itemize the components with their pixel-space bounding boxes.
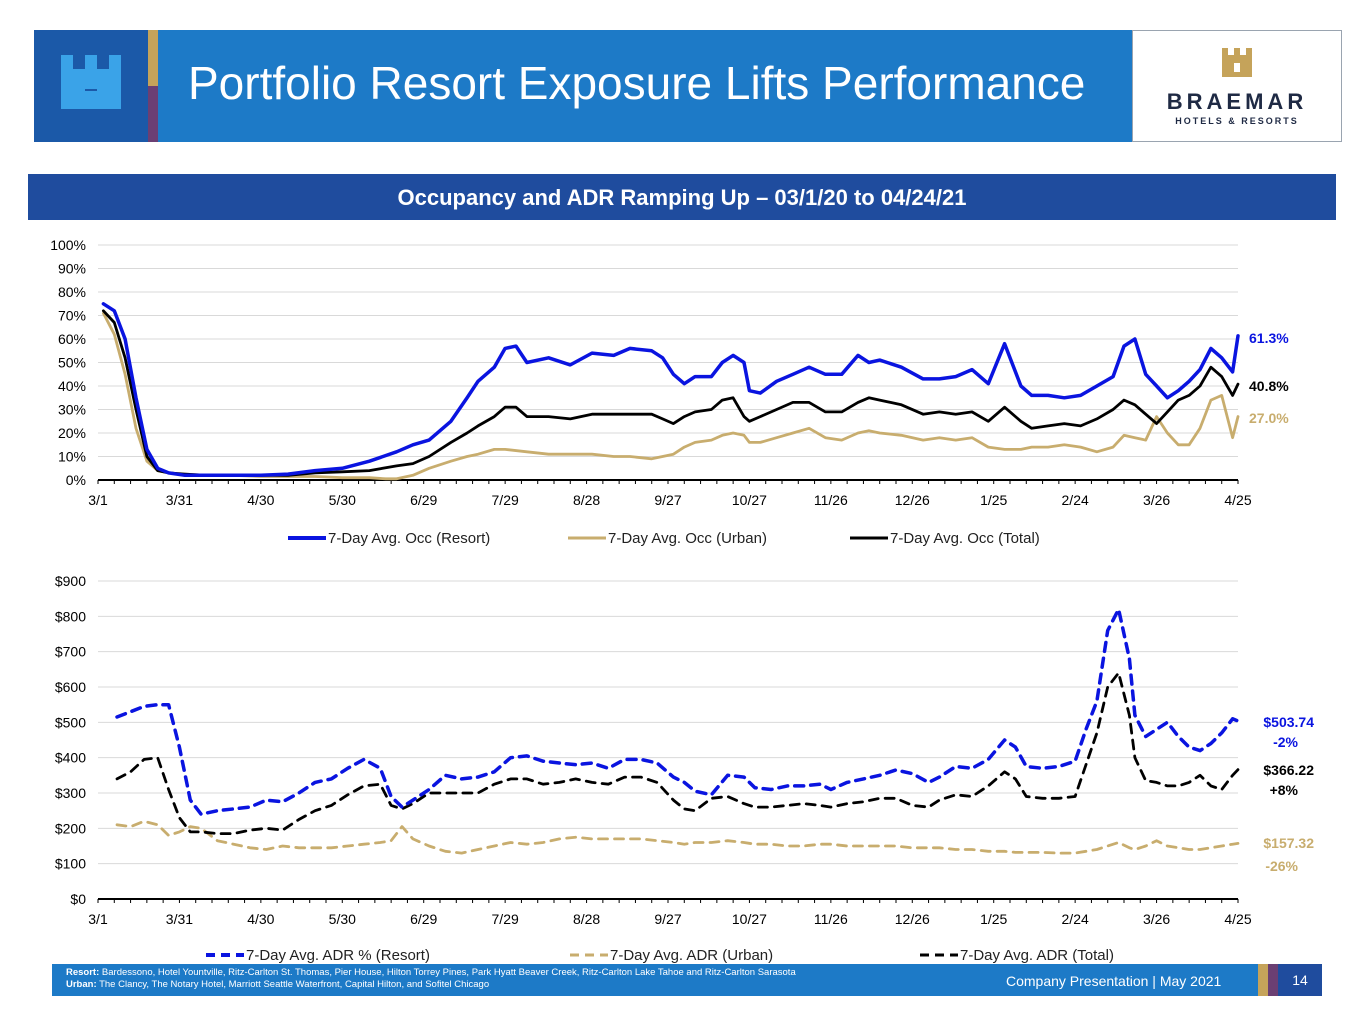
x-tick-label: 12/26 bbox=[895, 492, 930, 508]
legend-label-total: 7-Day Avg. ADR (Total) bbox=[960, 947, 1114, 963]
x-tick-label: 10/27 bbox=[732, 492, 767, 508]
brand-name: BRAEMAR bbox=[1166, 89, 1308, 114]
series-line-total bbox=[102, 309, 1240, 477]
footnote-urban-label: Urban: bbox=[66, 979, 97, 990]
x-tick-label: 3/26 bbox=[1143, 911, 1170, 927]
y-tick-label: 10% bbox=[58, 449, 86, 465]
series-line-urban bbox=[115, 819, 1240, 855]
end-label-total: $366.22 bbox=[1263, 762, 1314, 778]
footer: Resort: Bardessono, Hotel Yountville, Ri… bbox=[52, 964, 1322, 996]
end-label-resort: $503.74 bbox=[1263, 714, 1314, 730]
legend-label-urban: 7-Day Avg. Occ (Urban) bbox=[608, 530, 767, 547]
y-tick-label: 0% bbox=[66, 472, 86, 488]
x-tick-label: 2/24 bbox=[1062, 911, 1089, 927]
y-tick-label: $100 bbox=[55, 856, 86, 872]
x-tick-label: 11/26 bbox=[814, 911, 848, 927]
x-tick-label: 5/30 bbox=[329, 911, 356, 927]
end-label-resort: 61.3% bbox=[1249, 330, 1289, 346]
footnote-resort-label: Resort: bbox=[66, 967, 100, 978]
footnote-resort: Resort: Bardessono, Hotel Yountville, Ri… bbox=[66, 967, 796, 979]
x-tick-label: 2/24 bbox=[1062, 492, 1089, 508]
x-tick-label: 5/30 bbox=[329, 492, 356, 508]
legend-label-total: 7-Day Avg. Occ (Total) bbox=[890, 530, 1040, 547]
y-tick-label: 40% bbox=[58, 378, 86, 394]
page-number: 14 bbox=[1278, 964, 1322, 996]
y-tick-label: 50% bbox=[58, 355, 86, 371]
x-tick-label: 3/26 bbox=[1143, 492, 1170, 508]
series-line-urban bbox=[102, 311, 1240, 481]
footer-stripe-gold bbox=[1258, 964, 1268, 996]
x-tick-label: 9/27 bbox=[654, 492, 681, 508]
x-tick-label: 3/1 bbox=[88, 911, 108, 927]
x-tick-label: 3/31 bbox=[166, 911, 193, 927]
y-tick-label: 80% bbox=[58, 284, 86, 300]
y-tick-label: 100% bbox=[50, 237, 86, 253]
y-tick-label: $900 bbox=[55, 573, 86, 589]
x-tick-label: 4/25 bbox=[1224, 911, 1251, 927]
end-label-total: 40.8% bbox=[1249, 378, 1289, 394]
accent-stripe-purple bbox=[148, 86, 158, 142]
end-change-total: +8% bbox=[1270, 782, 1299, 798]
x-tick-label: 3/31 bbox=[166, 492, 193, 508]
y-tick-label: 90% bbox=[58, 261, 86, 277]
footnote: Resort: Bardessono, Hotel Yountville, Ri… bbox=[66, 967, 796, 991]
legend-label-urban: 7-Day Avg. ADR (Urban) bbox=[610, 947, 773, 963]
x-tick-label: 6/29 bbox=[410, 911, 437, 927]
x-tick-label: 6/29 bbox=[410, 492, 437, 508]
y-tick-label: $800 bbox=[55, 608, 86, 624]
subtitle-bar: Occupancy and ADR Ramping Up – 03/1/20 t… bbox=[28, 174, 1336, 220]
end-label-urban: 27.0% bbox=[1249, 410, 1289, 426]
x-tick-label: 8/28 bbox=[573, 492, 600, 508]
x-tick-label: 3/1 bbox=[88, 492, 108, 508]
brand-subtitle: HOTELS & RESORTS bbox=[1175, 116, 1299, 126]
series-line-resort bbox=[115, 607, 1240, 816]
legend-label-resort: 7-Day Avg. Occ (Resort) bbox=[328, 530, 490, 547]
x-tick-label: 9/27 bbox=[654, 911, 681, 927]
footnote-resort-text: Bardessono, Hotel Yountville, Ritz-Carlt… bbox=[99, 967, 796, 978]
legend-label-resort: 7-Day Avg. ADR % (Resort) bbox=[246, 947, 430, 963]
x-tick-label: 11/26 bbox=[814, 492, 848, 508]
x-tick-label: 4/30 bbox=[247, 911, 274, 927]
y-tick-label: 70% bbox=[58, 308, 86, 324]
occupancy-chart: 0% 10% 20% 30% 40% 50% 60% 70% 80% 90% 100% 3/1 3/31… bbox=[50, 237, 1289, 547]
y-tick-label: $700 bbox=[55, 644, 86, 660]
title-bar: Portfolio Resort Exposure Lifts Performa… bbox=[158, 30, 1132, 142]
y-tick-label: $600 bbox=[55, 679, 86, 695]
y-tick-label: 60% bbox=[58, 331, 86, 347]
y-tick-label: $0 bbox=[70, 891, 86, 907]
y-tick-label: $500 bbox=[55, 714, 86, 730]
end-change-urban: -26% bbox=[1265, 858, 1298, 874]
castle-icon bbox=[61, 55, 121, 109]
series-line-resort bbox=[101, 302, 1240, 478]
y-tick-label: $200 bbox=[55, 820, 86, 836]
page-title: Portfolio Resort Exposure Lifts Performa… bbox=[188, 57, 1086, 109]
brand-logo: BRAEMAR HOTELS & RESORTS bbox=[1132, 30, 1342, 142]
accent-stripe-gold bbox=[148, 30, 158, 86]
x-tick-label: 7/29 bbox=[492, 492, 519, 508]
x-tick-label: 1/25 bbox=[980, 911, 1007, 927]
x-tick-label: 4/30 bbox=[247, 492, 274, 508]
presentation-label: Company Presentation | May 2021 bbox=[1006, 973, 1222, 989]
x-tick-label: 7/29 bbox=[492, 911, 519, 927]
castle-logo bbox=[34, 30, 148, 142]
brand-castle-icon bbox=[1222, 48, 1252, 77]
y-tick-label: $400 bbox=[55, 750, 86, 766]
x-tick-label: 12/26 bbox=[895, 911, 930, 927]
y-tick-label: $300 bbox=[55, 785, 86, 801]
footnote-urban: Urban: The Clancy, The Notary Hotel, Mar… bbox=[66, 979, 796, 991]
adr-chart: $0 $100 $200 $300 $400 $500 $600 $700 $800 $900 3/… bbox=[55, 573, 1314, 963]
x-tick-label: 1/25 bbox=[980, 492, 1007, 508]
y-tick-label: 30% bbox=[58, 402, 86, 418]
end-label-urban: $157.32 bbox=[1263, 835, 1314, 851]
y-tick-label: 20% bbox=[58, 425, 86, 441]
header: Portfolio Resort Exposure Lifts Performa… bbox=[34, 30, 1342, 142]
footer-stripe-purple bbox=[1268, 964, 1278, 996]
x-tick-label: 10/27 bbox=[732, 911, 767, 927]
x-tick-label: 8/28 bbox=[573, 911, 600, 927]
chart-section-title: Occupancy and ADR Ramping Up – 03/1/20 t… bbox=[397, 185, 967, 210]
x-tick-label: 4/25 bbox=[1224, 492, 1251, 508]
end-change-resort: -2% bbox=[1273, 734, 1298, 750]
series-line-total bbox=[115, 671, 1240, 835]
footnote-urban-text: The Clancy, The Notary Hotel, Marriott S… bbox=[96, 979, 490, 990]
